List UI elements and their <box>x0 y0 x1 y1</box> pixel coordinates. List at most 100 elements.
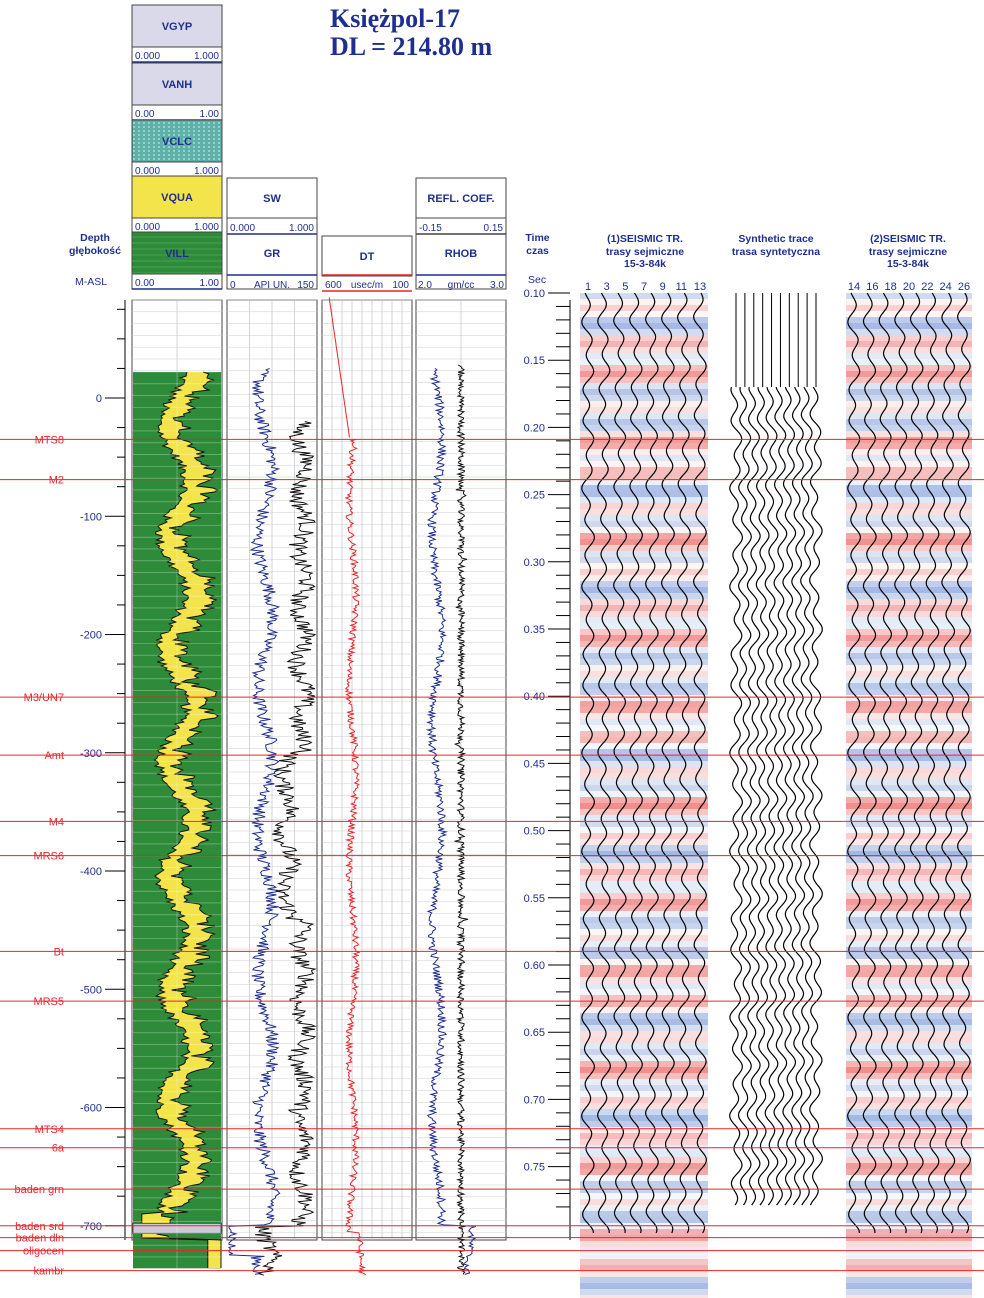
seismic-panel-1-trace-number: 9 <box>660 281 666 293</box>
seismic-panel-2-amplitude-band <box>846 749 972 755</box>
vclc-pattern-dot <box>213 154 215 156</box>
synthetic-panel-trace <box>737 387 752 1206</box>
seismic-panel-1-amplitude-band <box>580 1085 708 1091</box>
depth-axis-tick-label: -400 <box>80 866 102 878</box>
seismic-panel-1-amplitude-band <box>580 767 708 773</box>
vclc-pattern-dot <box>143 142 145 144</box>
seismic-panel-2-amplitude-band <box>846 815 972 821</box>
seismic-panel-1-amplitude-band <box>580 1217 708 1223</box>
vclc-pattern-dot <box>168 134 170 136</box>
seismic-panel-2-amplitude-band <box>846 1103 972 1109</box>
vclc-pattern-dot <box>213 130 215 132</box>
seismic-panel-2-amplitude-band <box>846 377 972 383</box>
seismic-panel-1-amplitude-band <box>580 887 708 893</box>
vclc-pattern-dot <box>168 130 170 132</box>
depth-axis-tick-label: -200 <box>80 630 102 642</box>
gr-scale-unit: API UN. <box>254 280 290 291</box>
vclc-pattern-dot <box>208 150 210 152</box>
seismic-panel-1-amplitude-band <box>580 317 708 323</box>
seismic-panel-2-amplitude-band <box>846 317 972 323</box>
seismic-panel-1-amplitude-band <box>580 1259 708 1265</box>
vclc-pattern-dot <box>193 122 195 124</box>
seismic-panel-2-amplitude-band <box>846 1133 972 1139</box>
vclc-pattern-dot <box>138 130 140 132</box>
seismic-panel-2-amplitude-band <box>846 527 972 533</box>
seismic-panel-1-amplitude-band <box>580 821 708 827</box>
vclc-pattern-dot <box>158 130 160 132</box>
horizon-label: oligocen <box>23 1246 64 1258</box>
vclc-pattern-dot <box>133 154 135 156</box>
sw-scale-min: 0.000 <box>230 223 255 234</box>
seismic-panel-2-amplitude-band <box>846 1091 972 1097</box>
vclc-pattern-dot <box>218 122 220 124</box>
vclc-pattern-dot <box>193 138 195 140</box>
vclc-pattern-dot <box>203 150 205 152</box>
seismic-panel-1-amplitude-band <box>580 731 708 737</box>
seismic-panel-2-amplitude-band <box>846 551 972 557</box>
seismic-panel-2-amplitude-band <box>846 683 972 689</box>
seismic-panel-1-amplitude-band <box>580 653 708 659</box>
seismic-panel-1-trace-number: 3 <box>604 281 610 293</box>
dt-scale-min: 600 <box>325 280 342 291</box>
time-axis-tick-label: 0.45 <box>524 758 545 770</box>
time-header-line2: czas <box>526 245 549 257</box>
vclc-pattern-dot <box>158 146 160 148</box>
vclc-pattern-dot <box>178 134 180 136</box>
volume-track-min: 0.00 <box>135 278 155 289</box>
seismic-panel-1-amplitude-band <box>580 899 708 905</box>
seismic-panel-1-amplitude-band <box>580 611 708 617</box>
vclc-pattern-dot <box>183 142 185 144</box>
seismic-panel-1-amplitude-band <box>580 713 708 719</box>
seismic-panel-2-amplitude-band <box>846 1115 972 1121</box>
vclc-pattern-dot <box>158 142 160 144</box>
vclc-pattern-dot <box>138 158 140 160</box>
vclc-pattern-dot <box>213 146 215 148</box>
seismic-panel-2-amplitude-band <box>846 311 972 317</box>
seismic-panel-1-amplitude-band <box>580 443 708 449</box>
seismic-panel-1-amplitude-band <box>580 773 708 779</box>
vclc-pattern-dot <box>153 130 155 132</box>
seismic-panel-2-amplitude-band <box>846 563 972 569</box>
seismic-panel-1-amplitude-band <box>580 413 708 419</box>
seismic-panel-1-amplitude-band <box>580 905 708 911</box>
reflection-coefficient-curve <box>453 364 469 1275</box>
seismic-panel-1-amplitude-band <box>580 599 708 605</box>
synthetic-panel-trace <box>782 386 797 1206</box>
seismic-panel-1-amplitude-band <box>580 1157 708 1163</box>
seismic-panel-1-amplitude-band <box>580 1013 708 1019</box>
vclc-pattern-dot <box>148 126 150 128</box>
seismic-panel-2-amplitude-band <box>846 971 972 977</box>
vclc-pattern-dot <box>138 146 140 148</box>
horizon-label: baden srd <box>15 1221 64 1233</box>
seismic-panel-1-amplitude-band <box>580 329 708 335</box>
seismic-panel-2-amplitude-band <box>846 1193 972 1199</box>
vqua-boundary-curve <box>154 371 222 1268</box>
seismic-panel-1-amplitude-band <box>580 1115 708 1121</box>
vclc-pattern-dot <box>193 142 195 144</box>
volume-track-max: 1.000 <box>194 222 219 233</box>
horizon-label: kambr <box>33 1266 64 1278</box>
seismic-panel-1-amplitude-band <box>580 659 708 665</box>
seismic-panel-2-amplitude-band <box>846 293 972 299</box>
vclc-pattern-dot <box>133 158 135 160</box>
seismic-panel-1-amplitude-band <box>580 557 708 563</box>
synthetic-panel-trace <box>773 386 788 1206</box>
seismic-panel-2-amplitude-band <box>846 1031 972 1037</box>
seismic-panel-1-amplitude-band <box>580 803 708 809</box>
seismic-panel-1-amplitude-band <box>580 1073 708 1079</box>
synthetic-panel-trace <box>800 386 815 1206</box>
vclc-pattern-dot <box>143 134 145 136</box>
vclc-pattern-dot <box>183 146 185 148</box>
vclc-pattern-dot <box>158 134 160 136</box>
vclc-pattern-dot <box>198 134 200 136</box>
vclc-pattern-dot <box>193 146 195 148</box>
seismic-panel-2-amplitude-band <box>846 1229 972 1235</box>
seismic-panel-2-amplitude-band <box>846 845 972 851</box>
seismic-panel-2-amplitude-band <box>846 935 972 941</box>
seismic-panel-1-trace-number: 11 <box>676 281 687 293</box>
vclc-pattern-dot <box>143 130 145 132</box>
vclc-pattern-dot <box>158 126 160 128</box>
seismic-panel-2-trace <box>894 292 909 1234</box>
refl-scale-min: -0.15 <box>419 223 442 234</box>
seismic-panel-2-amplitude-band <box>846 497 972 503</box>
